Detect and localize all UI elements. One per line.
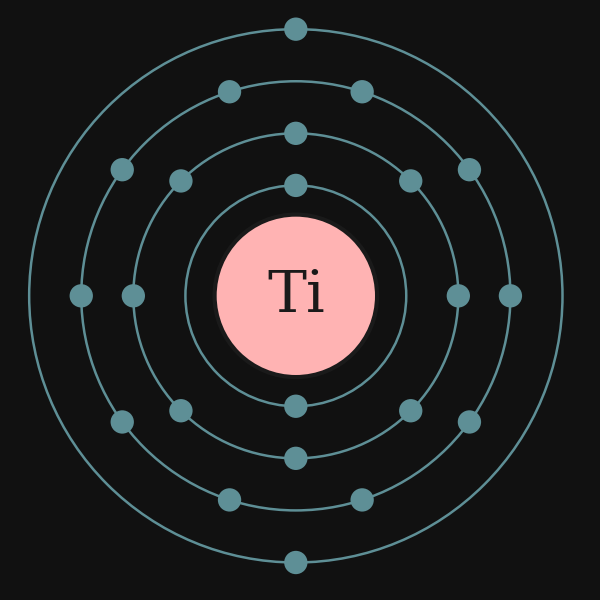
Circle shape [284,17,308,41]
Circle shape [350,488,374,512]
Circle shape [215,215,377,377]
Circle shape [169,169,193,193]
Circle shape [169,399,193,422]
Circle shape [399,399,422,422]
Circle shape [218,80,241,103]
Circle shape [458,158,481,181]
Circle shape [284,174,308,197]
Circle shape [284,122,308,145]
Circle shape [399,169,422,193]
Circle shape [122,284,145,308]
Circle shape [70,284,93,308]
Circle shape [499,284,522,308]
Circle shape [218,488,241,512]
Circle shape [446,284,470,308]
Circle shape [110,158,134,181]
Text: Ti: Ti [267,268,325,324]
Circle shape [458,410,481,434]
Circle shape [284,551,307,574]
Circle shape [350,80,374,103]
Circle shape [284,395,308,418]
Circle shape [110,410,134,434]
Circle shape [284,446,308,470]
